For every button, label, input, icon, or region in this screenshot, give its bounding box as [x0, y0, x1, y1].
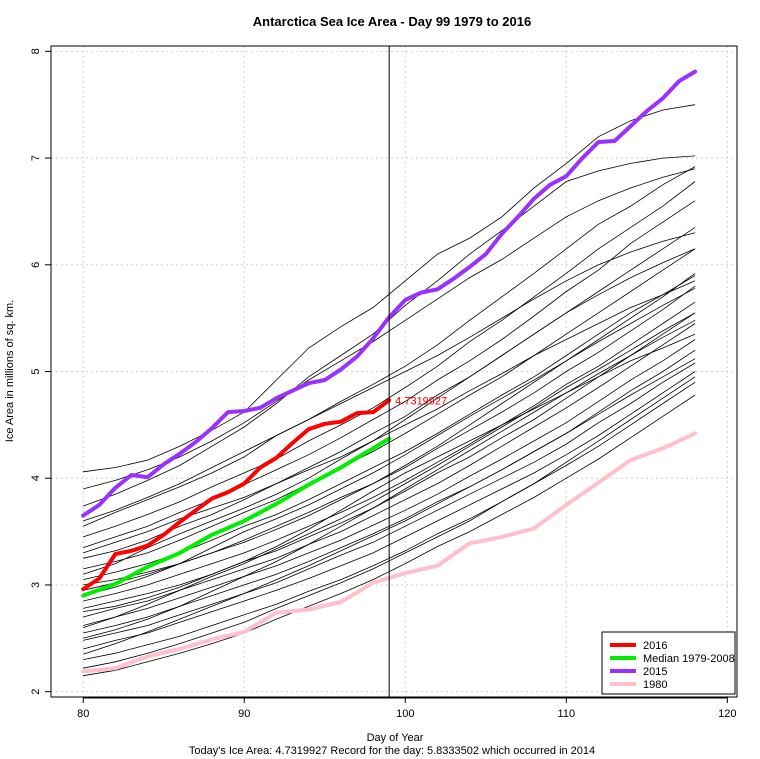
x-tick-label: 110 [558, 708, 576, 720]
y-tick-label: 5 [30, 368, 42, 374]
x-axis: 80 90 100 110 120 [77, 697, 737, 720]
legend-label: Median 1979-2008 [643, 653, 735, 665]
series-line-2016 [81, 398, 392, 592]
series-line-median-1979-2008 [81, 436, 392, 598]
y-axis-label: Ice Area in millions of sq. km. [4, 300, 16, 442]
x-tick-label: 120 [718, 708, 736, 720]
x-axis-label: Day of Year [367, 732, 424, 744]
y-tick-label: 2 [30, 689, 42, 695]
legend-label: 2016 [643, 640, 667, 652]
footer-stats: Today's Ice Area: 4.7319927 Record for t… [189, 745, 595, 757]
y-tick-label: 8 [30, 48, 42, 54]
y-tick-label: 7 [30, 155, 42, 161]
x-tick-label: 100 [396, 708, 414, 720]
current-value-annotation: 4.7319927 [395, 395, 447, 407]
chart-title: Antarctica Sea Ice Area - Day 99 1979 to… [253, 14, 531, 29]
x-tick-label: 80 [77, 708, 89, 720]
plot-frame [50, 45, 738, 698]
x-tick-label: 90 [238, 708, 250, 720]
y-axis: 2 3 4 5 6 7 8 [30, 48, 52, 695]
y-tick-label: 4 [30, 475, 42, 481]
legend-label: 2015 [643, 666, 667, 678]
y-tick-label: 3 [30, 582, 42, 588]
legend-label: 1980 [643, 679, 667, 691]
y-tick-label: 6 [30, 262, 42, 268]
grid [51, 46, 737, 697]
